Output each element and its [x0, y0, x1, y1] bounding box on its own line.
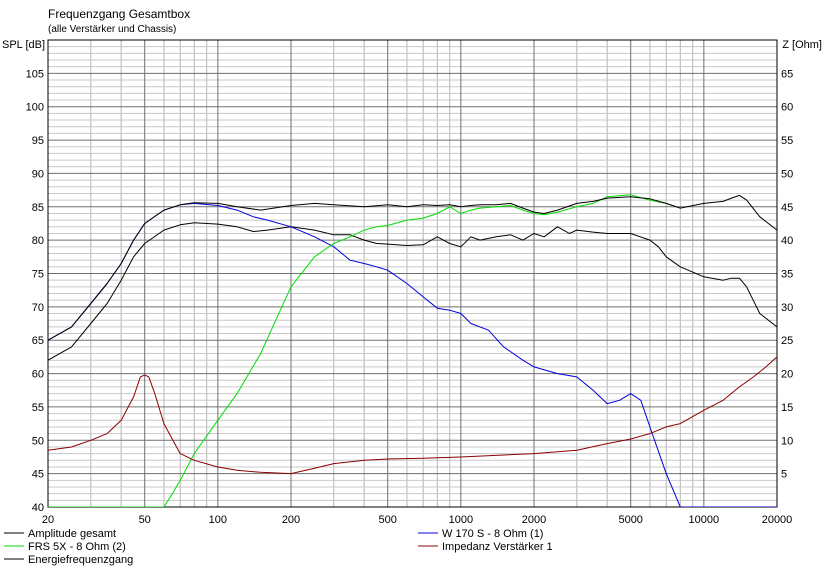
x-tick-label: 5000: [618, 514, 642, 526]
chart-title: Frequenzgang Gesamtbox: [48, 7, 190, 21]
y-right-tick-label: 5: [781, 469, 787, 481]
series-line-frs-5x-8-ohm-2: [48, 194, 681, 507]
y-right-tick-label: 10: [781, 435, 793, 447]
x-tick-label: 1000: [449, 514, 473, 526]
series-line-w-170-s-8-ohm-1: [48, 202, 777, 507]
y-right-tick-label: 55: [781, 135, 793, 147]
x-tick-label: 200: [282, 514, 300, 526]
y-left-tick-label: 50: [32, 435, 44, 447]
y-left-tick-labels: 40 45 50 55 60 65 70 75 80 85 90 95 100 105: [26, 68, 44, 514]
y-left-tick-label: 85: [32, 202, 44, 214]
legend-entry: Impedanz Verstärker 1: [442, 541, 553, 553]
x-tick-label: 50: [139, 514, 151, 526]
y-right-tick-label: 65: [781, 68, 793, 80]
y-left-tick-label: 95: [32, 135, 44, 147]
x-tick-label: 100: [209, 514, 227, 526]
y-left-tick-label: 100: [26, 102, 44, 114]
x-tick-labels: 20 50 100 200 500 1000 2000 5000 10000 20000: [42, 514, 792, 526]
x-tick-label: 20: [42, 514, 54, 526]
y-right-tick-label: 25: [781, 335, 793, 347]
y-left-axis-label: SPL [dB]: [2, 39, 45, 51]
y-left-tick-label: 60: [32, 369, 44, 381]
y-right-tick-label: 20: [781, 369, 793, 381]
y-right-tick-label: 50: [781, 168, 793, 180]
y-right-tick-labels: 5 10 15 20 25 30 35 40 45 50 55 60 65: [781, 68, 793, 480]
major-grid: [48, 40, 777, 507]
series-line-impedanz-verst-rker-1: [48, 356, 777, 475]
legend: Amplitude gesamt W 170 S - 8 Ohm (1) FRS 5…: [4, 528, 553, 566]
y-left-tick-label: 70: [32, 302, 44, 314]
y-left-tick-label: 105: [26, 68, 44, 80]
y-right-tick-label: 40: [781, 235, 793, 247]
legend-entry: Energiefrequenzgang: [28, 554, 133, 566]
y-right-tick-label: 30: [781, 302, 793, 314]
y-left-tick-label: 80: [32, 235, 44, 247]
series-lines: [48, 194, 777, 507]
y-left-tick-label: 90: [32, 168, 44, 180]
x-tick-label: 500: [379, 514, 397, 526]
y-left-tick-label: 40: [32, 502, 44, 514]
y-right-axis-label: Z [Ohm]: [782, 39, 822, 51]
y-left-tick-label: 75: [32, 269, 44, 281]
y-left-tick-label: 45: [32, 469, 44, 481]
plot-frame: [47, 39, 778, 508]
y-right-tick-label: 35: [781, 269, 793, 281]
y-left-tick-label: 55: [32, 402, 44, 414]
legend-entry: W 170 S - 8 Ohm (1): [442, 528, 543, 540]
legend-entry: FRS 5X - 8 Ohm (2): [28, 541, 126, 553]
y-right-tick-label: 45: [781, 202, 793, 214]
x-tick-label: 2000: [522, 514, 546, 526]
y-right-tick-label: 15: [781, 402, 793, 414]
y-left-tick-label: 65: [32, 335, 44, 347]
legend-entry: Amplitude gesamt: [28, 528, 116, 540]
x-tick-label: 20000: [762, 514, 793, 526]
x-tick-label: 10000: [689, 514, 720, 526]
y-right-tick-label: 60: [781, 102, 793, 114]
chart-subtitle: (alle Verstärker und Chassis): [48, 24, 176, 35]
series-line-amplitude-gesamt: [48, 222, 777, 361]
series-line-energiefrequenzgang: [48, 194, 777, 341]
